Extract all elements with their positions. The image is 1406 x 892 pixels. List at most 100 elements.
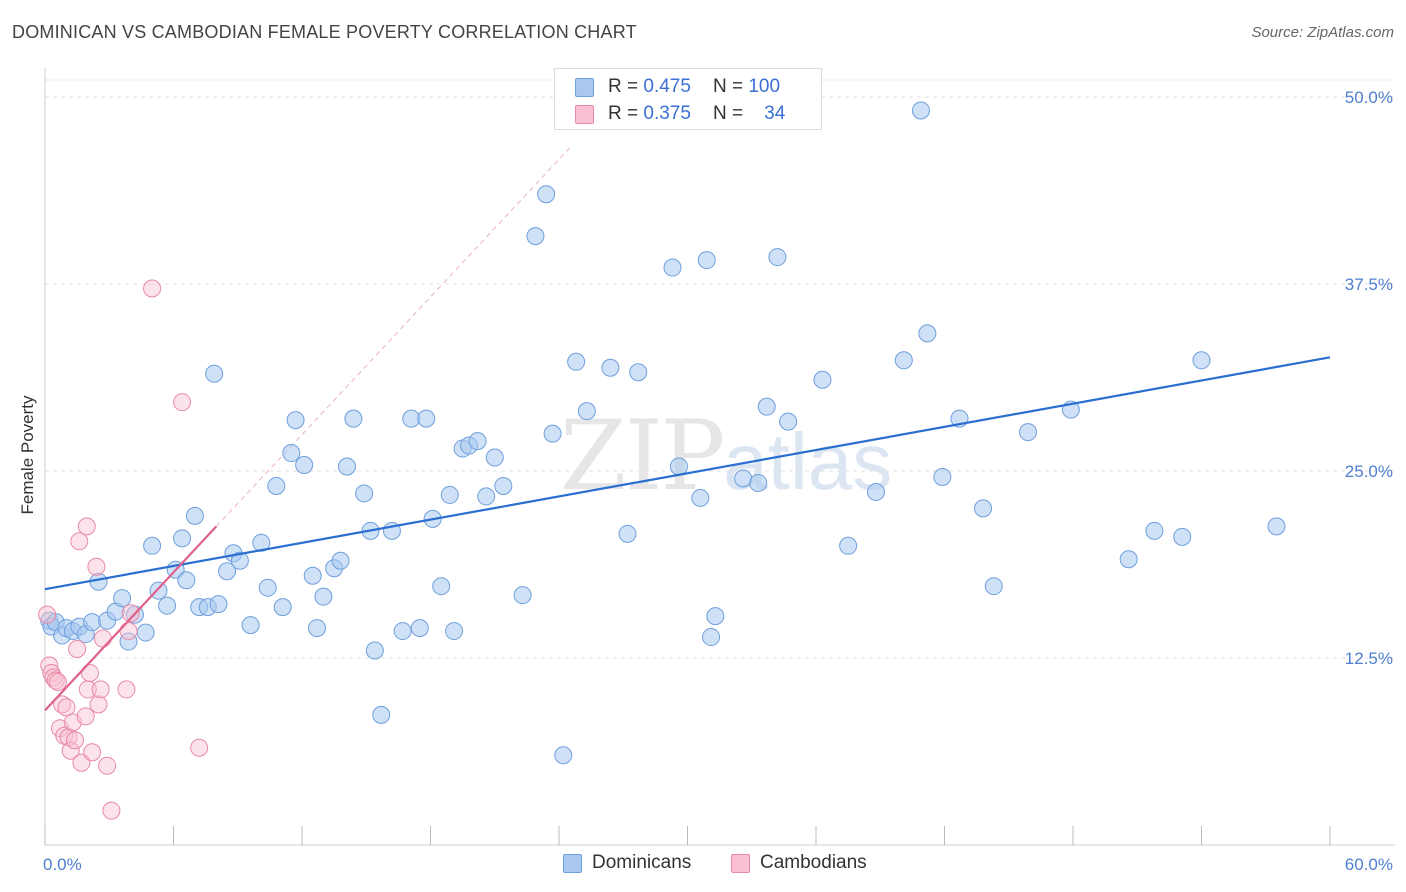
dominicans-point: [307, 619, 326, 638]
cambodians-point: [119, 622, 138, 641]
dominicans-point: [402, 409, 421, 428]
cambodians-point: [91, 680, 110, 699]
dominicans-legend-label: Dominicans: [592, 852, 692, 873]
cambodians-swatch: [575, 104, 594, 124]
dominicans-point: [468, 432, 487, 451]
legend-row-dominicans: R = 0.475 N = 100: [575, 75, 780, 99]
dominicans-point: [974, 499, 993, 518]
legend-r-label: R =: [608, 76, 639, 97]
dominicans-point: [314, 587, 333, 606]
dominicans-point: [417, 409, 436, 428]
cambodians-point: [57, 698, 76, 717]
dominicans-point: [629, 363, 648, 382]
legend-r-value: 0.375: [643, 103, 691, 124]
dominicans-point: [526, 227, 545, 246]
cambodians-point: [190, 738, 209, 757]
correlation-legend: R = 0.475 N = 100 R = 0.375 N = 34: [554, 68, 822, 130]
y-tick-label: 37.5%: [1345, 275, 1393, 294]
dominicans-point: [267, 476, 286, 495]
cambodians-point: [89, 695, 108, 714]
dominicans-point: [749, 473, 768, 492]
dominicans-point: [185, 506, 204, 525]
legend-n-value: 100: [748, 76, 781, 97]
dominicans-point: [273, 598, 292, 617]
dominicans-point: [734, 469, 753, 488]
legend-n-label: N =: [712, 103, 744, 124]
dominicans-point: [143, 536, 162, 555]
dominicans-point: [554, 746, 573, 765]
dominicans-point: [282, 444, 301, 463]
cambodians-legend-swatch: [731, 853, 750, 873]
dominicans-point: [543, 424, 562, 443]
x-tick-label: 60.0%: [1345, 855, 1393, 874]
dominicans-point: [706, 607, 725, 626]
dominicans-point: [577, 402, 596, 421]
bottom-legend-cambodians: Cambodians: [731, 852, 867, 874]
dominicans-point: [286, 411, 305, 430]
cambodians-point: [87, 557, 106, 576]
dominicans-point: [344, 409, 363, 428]
dominicans-point: [410, 619, 429, 638]
cambodians-point: [68, 640, 87, 659]
dominicans-point: [158, 596, 177, 615]
dominicans-point: [1019, 423, 1038, 442]
dominicans-point: [663, 258, 682, 277]
dominicans-point: [331, 551, 350, 570]
y-tick-label: 25.0%: [1345, 462, 1393, 481]
dominicans-point: [365, 641, 384, 660]
dominicans-point: [494, 476, 513, 495]
dominicans-point: [618, 524, 637, 543]
x-tick-label: 0.0%: [43, 855, 82, 874]
cambodians-legend-label: Cambodians: [760, 852, 867, 873]
dominicans-point: [1192, 351, 1211, 370]
dominicans-point: [1173, 527, 1192, 546]
dominicans-point: [1267, 517, 1286, 536]
cambodians-point: [38, 605, 57, 624]
cambodians-point: [40, 656, 59, 675]
dominicans-point: [445, 622, 464, 641]
dominicans-point: [177, 571, 196, 590]
legend-r-value: 0.475: [643, 76, 691, 97]
dominicans-point: [136, 623, 155, 642]
dominicans-point: [984, 577, 1003, 596]
dominicans-point: [933, 467, 952, 486]
dominicans-trend-line: [44, 356, 1331, 591]
dominicans-point: [768, 248, 787, 267]
dominicans-point: [601, 358, 620, 377]
legend-n-label: N =: [712, 76, 744, 97]
cambodians-point: [117, 680, 136, 699]
dominicans-point: [258, 578, 277, 597]
source-credit: Source: ZipAtlas.com: [1251, 24, 1394, 41]
dominicans-point: [218, 562, 237, 581]
dominicans-point: [393, 622, 412, 641]
legend-row-cambodians: R = 0.375 N = 34: [575, 102, 785, 126]
cambodians-point: [98, 756, 117, 775]
dominicans-point: [866, 482, 885, 501]
cambodians-point: [48, 672, 67, 691]
cambodians-point: [61, 741, 80, 760]
cambodians-point: [102, 801, 121, 820]
dominicans-point: [918, 324, 937, 343]
dominicans-point: [209, 595, 228, 614]
dominicans-point: [440, 485, 459, 504]
dominicans-point: [477, 487, 496, 506]
dominicans-point: [911, 101, 930, 120]
dominicans-point: [205, 364, 224, 383]
cambodians-point: [93, 629, 112, 648]
dominicans-point: [173, 529, 192, 548]
cambodians-point: [70, 532, 89, 551]
dominicans-point: [241, 616, 260, 635]
y-tick-label: 12.5%: [1345, 649, 1393, 668]
dominicans-point: [303, 566, 322, 585]
legend-n-value: 34: [764, 103, 786, 124]
cambodians-point: [80, 663, 99, 682]
dominicans-point: [252, 533, 271, 552]
cambodians-point: [173, 393, 192, 412]
cambodians-trend-line: [44, 525, 218, 712]
dominicans-point: [337, 457, 356, 476]
cambodians-point: [65, 731, 84, 750]
dominicans-legend-swatch: [563, 853, 582, 873]
cambodians-trend-extension: [215, 147, 571, 527]
dominicans-point: [295, 456, 314, 475]
